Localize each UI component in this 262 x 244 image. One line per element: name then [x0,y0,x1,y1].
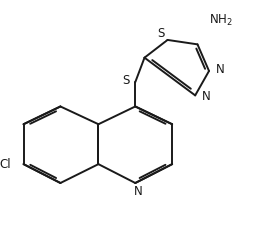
Text: N: N [216,63,225,76]
Text: NH$_2$: NH$_2$ [209,12,232,28]
Text: N: N [134,185,143,198]
Text: N: N [202,90,211,103]
Text: S: S [157,27,164,40]
Text: S: S [122,74,129,87]
Text: Cl: Cl [0,158,11,171]
